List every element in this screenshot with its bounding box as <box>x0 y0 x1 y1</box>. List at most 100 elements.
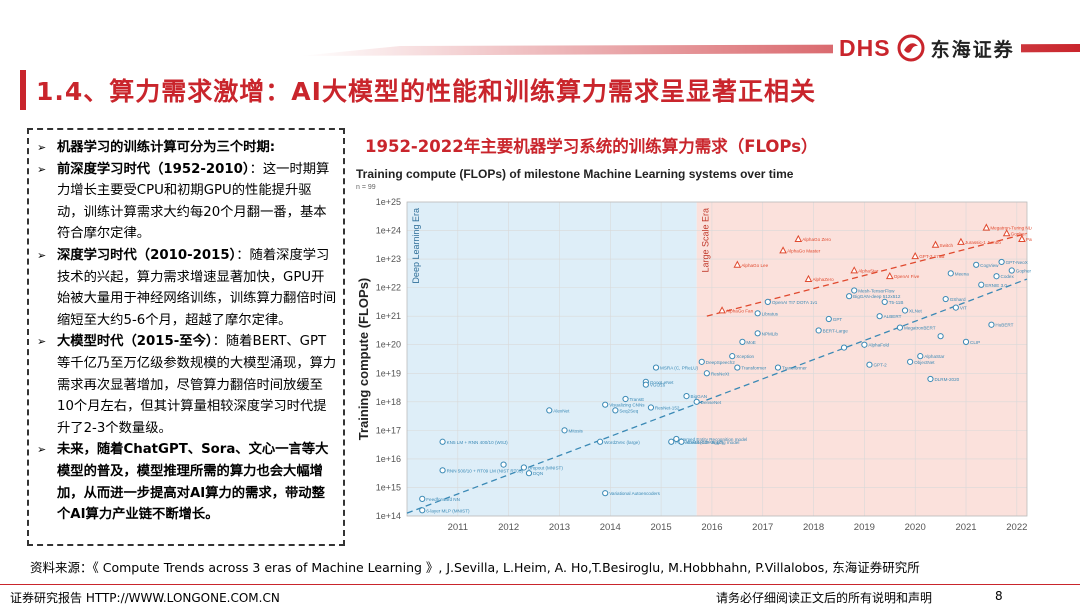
point-label: Mitosis <box>569 428 584 433</box>
point-label: AlphaFold <box>868 343 889 348</box>
data-point <box>901 307 909 314</box>
data-point <box>840 344 848 351</box>
data-point <box>851 287 858 294</box>
point-label: BERT-Large <box>823 328 849 333</box>
data-point <box>520 464 527 471</box>
data-point <box>698 358 705 365</box>
point-label: KN5 LM + RNN 400/10 (WSJ) <box>447 440 509 445</box>
point-label: ResNet-152 <box>655 406 680 411</box>
era-band <box>407 202 697 516</box>
data-point <box>952 304 959 311</box>
data-point <box>947 270 954 277</box>
x-tick-label: 2022 <box>1006 522 1027 533</box>
x-tick-label: 2014 <box>600 522 621 533</box>
data-point <box>729 353 736 360</box>
data-point <box>931 240 940 248</box>
point-label: RNN 500/10 + RT09 LM (NIST RT05) <box>447 468 524 473</box>
point-label: Feedforward NN <box>426 497 460 502</box>
bullet-text: ：这一时期算力增长主要受CPU和初期GPU的性能提升驱动，训练计算需求大约每20… <box>57 161 330 242</box>
data-point <box>602 490 609 497</box>
point-label: TransE <box>630 397 645 402</box>
point-label: HuBERT <box>995 323 1013 328</box>
data-point <box>1008 267 1015 274</box>
point-label: ADAM (CIFAR-10) <box>685 440 723 445</box>
data-point <box>998 258 1005 266</box>
point-label: Xception <box>736 354 754 359</box>
x-tick-label: 2015 <box>651 522 672 533</box>
data-point <box>683 393 690 400</box>
point-label: Visualizing CNNs <box>609 403 645 408</box>
point-label: MSRA (C, PReLU) <box>660 366 699 371</box>
data-point <box>850 266 859 274</box>
logo-latin-text: DHS <box>839 34 891 61</box>
data-point <box>774 364 782 371</box>
data-point <box>937 333 944 340</box>
point-label: Part-of-sentence tagging model <box>675 440 739 445</box>
bullet-item: ➢ 大模型时代（2015-至今）：随着BERT、GPT等千亿乃至万亿级参数规模的… <box>37 331 337 439</box>
x-tick-label: 2011 <box>448 522 468 533</box>
arrow-bullet-icon: ➢ <box>37 141 47 154</box>
summary-textbox: ➢ 机器学习的训练计算可分为三个时期: ➢ 前深度学习时代（1952-2010）… <box>27 128 345 546</box>
chart-heading: 1952-2022年主要机器学习系统的训练算力需求（FLOPs） <box>365 137 818 156</box>
point-label: GPT-2 <box>873 363 887 368</box>
data-point <box>525 470 533 477</box>
data-point <box>982 223 991 231</box>
data-point <box>988 321 995 328</box>
point-label: XLNet <box>909 308 922 313</box>
y-tick-label: 1e+16 <box>376 454 401 464</box>
x-tick-label: 2012 <box>498 522 519 533</box>
data-point <box>602 401 609 408</box>
point-label: ERNIE 3.0 <box>985 283 1007 288</box>
point-label: MegatronBERT <box>904 326 936 331</box>
point-label: DeepSpeech2 <box>706 360 736 365</box>
x-tick-label: 2017 <box>752 522 773 533</box>
point-label: 6-layer MLP (MNIST) <box>426 508 470 513</box>
x-tick-label: 2020 <box>905 522 926 533</box>
data-point <box>693 398 700 405</box>
point-label: AlphaGo Fan <box>726 308 754 313</box>
point-label: Libratus <box>762 311 779 316</box>
company-logo: DHS 东海证券 <box>833 30 1021 66</box>
x-tick-label: 2021 <box>955 522 976 533</box>
data-point <box>927 375 934 383</box>
point-label: AlexNet <box>553 408 570 413</box>
y-tick-label: 1e+14 <box>376 511 401 521</box>
data-point <box>973 261 980 268</box>
y-tick-label: 1e+18 <box>376 397 401 407</box>
bullet-pre: 机器学习的训练计算可分为三个时期: <box>57 140 276 155</box>
data-point <box>885 271 894 280</box>
bullet-bold: 未来，随着ChatGPT、Sora、文心一言等大模型的普及，模型推理所需的算力也… <box>57 442 329 523</box>
page-title: 1.4、算力需求激增：AI大模型的性能和训练算力需求呈显著正相关 <box>36 77 816 106</box>
bullet-item: ➢ 机器学习的训练计算可分为三个时期: <box>37 137 337 159</box>
arrow-bullet-icon: ➢ <box>37 335 47 349</box>
y-tick-label: 1e+24 <box>376 226 401 236</box>
point-label: Variational Autoencoders <box>609 491 660 496</box>
data-point <box>911 251 920 260</box>
bullet-bold: 深度学习时代（2010-2015） <box>57 247 237 263</box>
data-point <box>861 341 868 348</box>
era-band <box>696 202 1027 516</box>
x-tick-label: 2018 <box>803 522 824 533</box>
data-point <box>419 507 426 514</box>
x-tick-label: 2016 <box>701 522 722 533</box>
point-label: DenseNet <box>701 400 722 405</box>
y-tick-label: 1e+21 <box>376 311 401 321</box>
data-point <box>739 338 746 345</box>
data-point <box>733 260 742 268</box>
point-label: NPMLib <box>762 331 779 336</box>
point-label: Switch <box>940 243 954 248</box>
data-point <box>779 246 787 254</box>
point-label: Jurassic-1 Jumbo <box>965 240 1001 245</box>
point-label: AlphaGo Zero <box>802 237 831 242</box>
footer-divider <box>0 584 1080 585</box>
source-note: 资料来源：《 Compute Trends across 3 eras of M… <box>30 560 920 575</box>
data-point <box>896 324 904 331</box>
chart-title: Training compute (FLOPs) of milestone Ma… <box>356 167 794 181</box>
data-point <box>815 327 822 334</box>
point-label: DLRM-2020 <box>934 377 959 382</box>
point-label: BigGAN <box>691 394 708 399</box>
point-label: GoogLeNet <box>650 380 674 385</box>
data-point <box>881 298 888 306</box>
point-label: T5-11B <box>889 300 904 305</box>
era-label: Large Scale Era <box>701 208 711 273</box>
